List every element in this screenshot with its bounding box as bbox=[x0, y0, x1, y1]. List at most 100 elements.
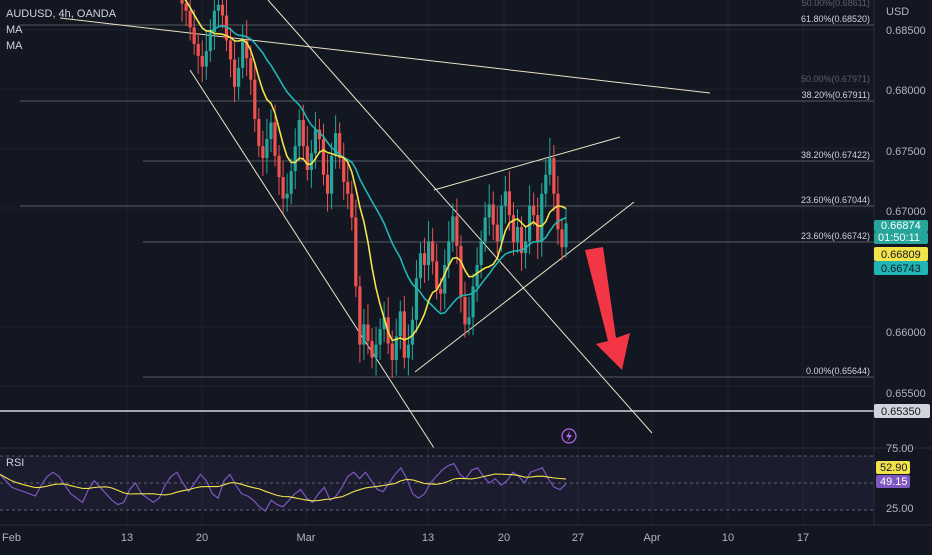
candle-body bbox=[487, 204, 491, 218]
rsi-title: RSI bbox=[6, 457, 24, 469]
candle-body bbox=[249, 58, 253, 80]
time-tick-label: 27 bbox=[572, 532, 584, 544]
candle-body bbox=[511, 215, 516, 243]
candle-body bbox=[564, 223, 568, 248]
ma-slow-legend[interactable]: MA bbox=[6, 40, 23, 52]
candle-body bbox=[532, 205, 536, 216]
rsi-tick-label: 25.00 bbox=[886, 503, 914, 515]
candle-body bbox=[471, 286, 475, 318]
fib-label: 23.60%(0.67044) bbox=[801, 195, 870, 205]
candle-body bbox=[245, 40, 249, 59]
price-label-hline bbox=[874, 404, 930, 418]
candle-body bbox=[556, 193, 560, 230]
candle-body bbox=[410, 319, 415, 345]
candle-body bbox=[426, 241, 431, 266]
candle-body bbox=[515, 227, 520, 243]
candle-body bbox=[329, 155, 334, 194]
candle-body bbox=[366, 324, 370, 342]
trendlines bbox=[59, 0, 711, 449]
trendline bbox=[433, 136, 621, 191]
time-tick-label: 10 bbox=[722, 532, 734, 544]
trendline bbox=[414, 201, 635, 373]
candle-body bbox=[402, 311, 406, 358]
lightning-icon bbox=[561, 428, 577, 444]
candle-body bbox=[507, 191, 512, 216]
rsi-value-text: 52.90 bbox=[880, 462, 908, 474]
currency-label: USD bbox=[886, 6, 909, 18]
candle-body bbox=[406, 344, 410, 358]
candle-body bbox=[390, 343, 394, 361]
time-tick-label: 13 bbox=[422, 532, 434, 544]
candle-body bbox=[228, 40, 233, 60]
candle-body bbox=[414, 278, 419, 320]
candle-body bbox=[358, 286, 362, 345]
rsi-tick-label: 75.00 bbox=[886, 443, 914, 455]
fib-label: 61.80%(0.68520) bbox=[801, 14, 870, 24]
candle-body bbox=[216, 4, 221, 11]
fib-label: 0.00%(0.65644) bbox=[806, 366, 870, 376]
candle-body bbox=[192, 27, 196, 45]
candle-body bbox=[544, 174, 548, 194]
candle-body bbox=[536, 215, 540, 242]
candle-body bbox=[257, 118, 261, 147]
price-label-text: 0.66809 bbox=[881, 249, 921, 261]
candle-body bbox=[362, 324, 366, 345]
lightning-icon-bolt bbox=[566, 431, 572, 442]
candle-body bbox=[188, 10, 192, 28]
time-axis: Feb 13 20 Mar 13 20 27 Apr 10 17 bbox=[2, 532, 809, 544]
candle-body bbox=[200, 55, 204, 67]
time-tick-label: Apr bbox=[643, 532, 660, 544]
candle-body bbox=[208, 32, 212, 52]
rsi-value-text: 49.15 bbox=[880, 476, 908, 488]
price-tick-label: 0.66000 bbox=[886, 327, 926, 339]
candle-body bbox=[261, 146, 265, 159]
rsi-ma-line bbox=[0, 473, 567, 502]
candle-body bbox=[467, 317, 471, 325]
candle-body bbox=[281, 177, 285, 199]
candle-body bbox=[463, 297, 467, 325]
price-label-text: 0.66743 bbox=[881, 263, 921, 275]
candle-body bbox=[297, 120, 301, 147]
moving-averages bbox=[184, 0, 567, 342]
candle-body bbox=[305, 146, 309, 170]
candle-body bbox=[321, 139, 326, 175]
candle-body bbox=[435, 261, 439, 289]
down-arrow bbox=[585, 247, 630, 370]
candle-body bbox=[342, 158, 346, 182]
candle-body bbox=[313, 129, 318, 154]
candle-body bbox=[540, 193, 544, 242]
candle-body bbox=[273, 122, 277, 156]
candle-body bbox=[325, 174, 330, 194]
candle-body bbox=[212, 10, 216, 33]
candle-body bbox=[398, 311, 402, 337]
rsi-pane: RSI bbox=[0, 447, 932, 512]
candle-body bbox=[491, 204, 495, 225]
ma-fast-legend[interactable]: MA bbox=[6, 24, 23, 36]
candle-body bbox=[277, 155, 281, 178]
legend-header: AUDUSD, 4h, OANDA MA MA bbox=[6, 6, 116, 54]
price-label-ma_fast bbox=[874, 247, 928, 261]
ma-fast-line bbox=[184, 0, 567, 342]
candle-body bbox=[241, 40, 245, 68]
symbol-title[interactable]: AUDUSD, 4h, OANDA bbox=[6, 8, 117, 20]
candle-body bbox=[196, 44, 200, 56]
candle-body bbox=[289, 171, 293, 194]
candle-body bbox=[443, 265, 447, 294]
candle-body bbox=[346, 181, 350, 194]
time-tick-label: 17 bbox=[797, 532, 809, 544]
price-label-countdown bbox=[874, 232, 928, 244]
grid bbox=[0, 0, 874, 525]
candle-body bbox=[370, 341, 374, 358]
candle-body bbox=[519, 227, 524, 254]
price-tick-label: 0.68000 bbox=[886, 85, 926, 97]
price-axis: USD 0.68500 0.68000 0.67500 0.67000 0.66000 0.… bbox=[0, 0, 932, 526]
candle-body bbox=[479, 241, 483, 266]
time-tick-label: 20 bbox=[196, 532, 208, 544]
price-label-text: 0.65350 bbox=[881, 406, 921, 418]
price-tick-label: 0.67000 bbox=[886, 206, 926, 218]
time-tick-label: Mar bbox=[297, 532, 316, 544]
time-tick-label: 13 bbox=[121, 532, 133, 544]
trendline bbox=[59, 17, 711, 94]
